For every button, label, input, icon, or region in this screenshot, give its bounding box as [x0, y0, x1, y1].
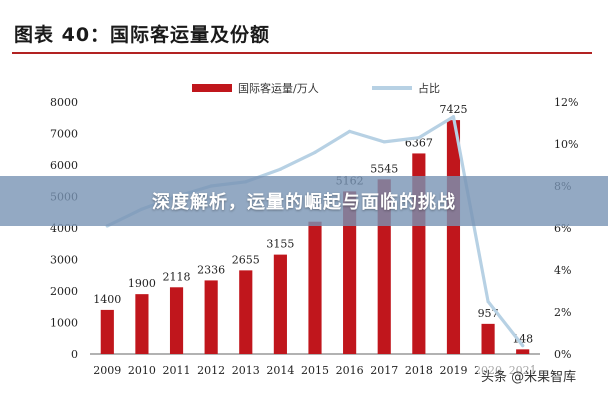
left-tick-label: 8000	[50, 96, 78, 109]
x-tick-label: 2019	[439, 364, 467, 377]
left-tick-label: 3000	[50, 254, 78, 267]
share-point	[521, 344, 525, 348]
x-tick-label: 2009	[93, 364, 121, 377]
title-rule	[12, 52, 592, 54]
share-point	[486, 299, 490, 304]
left-tick-label: 0	[71, 348, 78, 361]
left-tick-label: 6000	[50, 159, 78, 172]
x-tick-label: 2018	[405, 364, 433, 377]
bar	[169, 287, 184, 354]
left-tick-label: 1000	[50, 317, 78, 330]
share-point	[382, 140, 386, 144]
legend-label-bar: 国际客运量/万人	[238, 81, 319, 95]
right-tick-label: 0%	[554, 348, 571, 361]
x-tick-label: 2016	[336, 364, 364, 377]
bar-data-label: 1400	[93, 293, 121, 306]
share-point	[348, 129, 352, 133]
left-tick-label: 2000	[50, 285, 78, 298]
share-point	[451, 115, 456, 119]
chart-title: 图表 40：国际客运量及份额	[14, 24, 271, 46]
bar	[135, 294, 149, 354]
right-tick-label: 10%	[554, 138, 578, 151]
right-tick-label: 2%	[554, 306, 571, 319]
share-point	[278, 167, 282, 171]
bar-data-label: 2118	[163, 270, 191, 283]
legend-label-line: 占比	[418, 81, 440, 95]
bar	[446, 120, 461, 354]
bar	[273, 254, 287, 354]
legend-swatch-bar	[192, 84, 232, 92]
bar	[308, 221, 322, 354]
bar	[204, 280, 218, 354]
bar	[239, 270, 253, 354]
x-tick-label: 2017	[370, 364, 398, 377]
x-tick-label: 2013	[232, 364, 260, 377]
watermark: 头条 @米果智库	[478, 366, 580, 385]
right-tick-label: 12%	[554, 96, 578, 109]
bar	[516, 349, 530, 354]
bar	[481, 323, 495, 354]
x-tick-label: 2011	[163, 364, 191, 377]
bar	[343, 191, 357, 354]
x-tick-label: 2014	[266, 364, 294, 377]
x-tick-label: 2015	[301, 364, 329, 377]
banner-text: 深度解析，运量的崛起与面临的挑战	[152, 192, 456, 213]
bar-data-label: 1900	[128, 277, 156, 290]
bar-data-label: 148	[512, 332, 533, 345]
left-tick-label: 7000	[50, 128, 78, 141]
right-tick-label: 4%	[554, 264, 571, 277]
bar-data-label: 2655	[232, 253, 260, 266]
share-point	[417, 136, 421, 140]
overlay-banner: 深度解析，运量的崛起与面临的挑战	[0, 176, 608, 226]
bar-data-label: 2336	[197, 263, 225, 276]
bar-data-label: 7425	[439, 103, 467, 116]
share-point	[313, 150, 317, 154]
x-tick-label: 2010	[128, 364, 156, 377]
bar-data-label: 5545	[370, 162, 398, 175]
x-tick-label: 2012	[197, 364, 225, 377]
bar-data-label: 3155	[266, 238, 294, 251]
bar	[100, 309, 114, 354]
